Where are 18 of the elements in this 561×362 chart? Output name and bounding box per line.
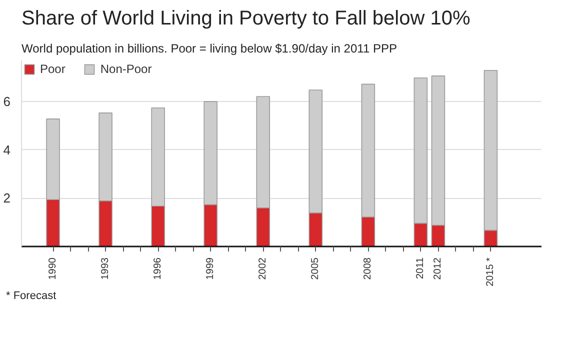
x-tick-label: 2012	[432, 257, 444, 280]
y-tick-label: 6	[3, 94, 11, 110]
x-tick-label: 1990	[48, 257, 59, 280]
chart-subtitle: World population in billions. Poor = living below $1.90/day in 2011 PPP	[22, 42, 397, 56]
x-tick-label: 2008	[362, 257, 374, 280]
y-tick-label: 4	[3, 142, 11, 158]
y-tick-label: 2	[3, 190, 11, 206]
x-tick-label: 1993	[100, 257, 112, 280]
chart-title: Share of World Living in Poverty to Fall below 10%	[22, 8, 470, 30]
x-tick-label: 1996	[152, 257, 164, 280]
text: * Forecast	[6, 289, 56, 304]
legend-label: Non-Poor	[100, 62, 152, 76]
x-tick-label: 2002	[258, 257, 269, 280]
x-tick-label: 2011	[415, 257, 426, 280]
x-tick-label: 2005	[310, 257, 322, 280]
legend-label: Poor	[40, 62, 66, 76]
x-tick-label: 1999	[205, 257, 216, 280]
x-tick-label: 2015 *	[485, 257, 496, 286]
